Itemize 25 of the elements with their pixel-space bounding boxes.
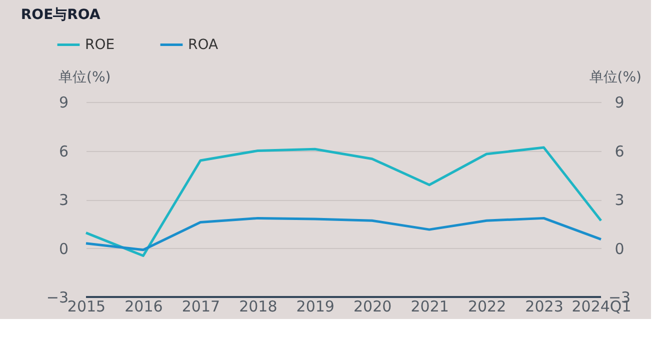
y-tick-label: 6 [58,142,68,160]
y-tick-label: 0 [58,240,68,258]
y-axis-title: 单位(%) [58,70,111,86]
line-series [84,216,602,252]
x-tick-label: 2020 [354,298,392,316]
x-tick-label: 2022 [468,298,506,316]
y2-tick-label: 9 [614,94,624,112]
y2-tick-label: 3 [614,191,624,209]
y2-tick-label: 0 [614,240,624,258]
y2-tick-label: 6 [614,142,624,160]
x-tick-label: 2023 [525,298,564,316]
x-tick-label: 2018 [239,298,278,316]
y-tick-label: 9 [58,94,68,112]
legend-label: ROE [85,36,115,53]
y-tick-label: 3 [58,191,68,209]
y-tick-label: −3 [46,288,68,306]
line-series [84,146,602,257]
x-tick-label: 2015 [67,298,106,316]
x-tick-label: 2019 [296,298,334,316]
y2-axis-title: 单位(%) [589,70,642,86]
x-tick-label: 2016 [124,298,163,316]
legend-label: ROA [188,36,218,53]
chart-title: ROE与ROA [20,7,100,23]
x-tick-label: 2021 [410,298,449,316]
x-tick-label: 2017 [182,298,220,316]
